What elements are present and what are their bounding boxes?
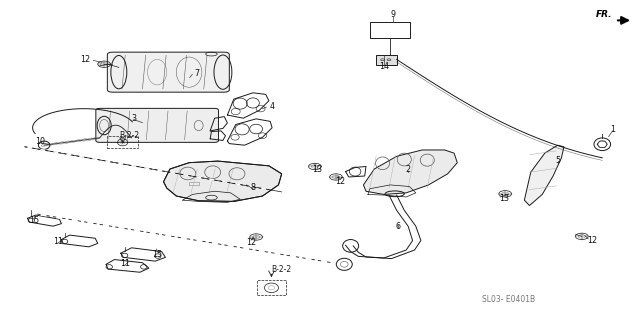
Text: 10: 10	[35, 137, 45, 145]
Text: 7: 7	[195, 69, 200, 78]
Text: 8: 8	[250, 183, 255, 192]
Text: 1: 1	[610, 125, 615, 134]
Text: 15: 15	[152, 250, 162, 259]
Text: 12: 12	[246, 238, 256, 247]
Text: 12: 12	[335, 177, 346, 186]
Text: 13: 13	[499, 194, 509, 203]
Text: 2: 2	[406, 165, 411, 174]
Text: 13: 13	[312, 165, 322, 174]
Text: 3: 3	[131, 114, 136, 123]
FancyBboxPatch shape	[108, 52, 229, 92]
FancyBboxPatch shape	[376, 55, 397, 64]
Text: 4: 4	[269, 102, 275, 111]
Polygon shape	[364, 150, 458, 195]
Text: 5: 5	[556, 156, 561, 165]
Text: B-2-2: B-2-2	[120, 131, 140, 140]
Text: 12: 12	[80, 55, 90, 64]
Text: 11: 11	[53, 237, 63, 246]
Text: 9: 9	[391, 10, 396, 19]
Text: 11: 11	[120, 259, 130, 268]
Text: 15: 15	[29, 216, 39, 225]
Text: B-2-2: B-2-2	[271, 264, 292, 274]
Text: SL03- E0401B: SL03- E0401B	[482, 295, 535, 304]
Text: FR.: FR.	[596, 10, 612, 19]
Polygon shape	[524, 145, 564, 205]
FancyBboxPatch shape	[96, 108, 218, 142]
Polygon shape	[164, 161, 282, 201]
Text: 12: 12	[587, 236, 597, 245]
Text: 6: 6	[396, 222, 401, 231]
Text: 14: 14	[379, 62, 389, 71]
